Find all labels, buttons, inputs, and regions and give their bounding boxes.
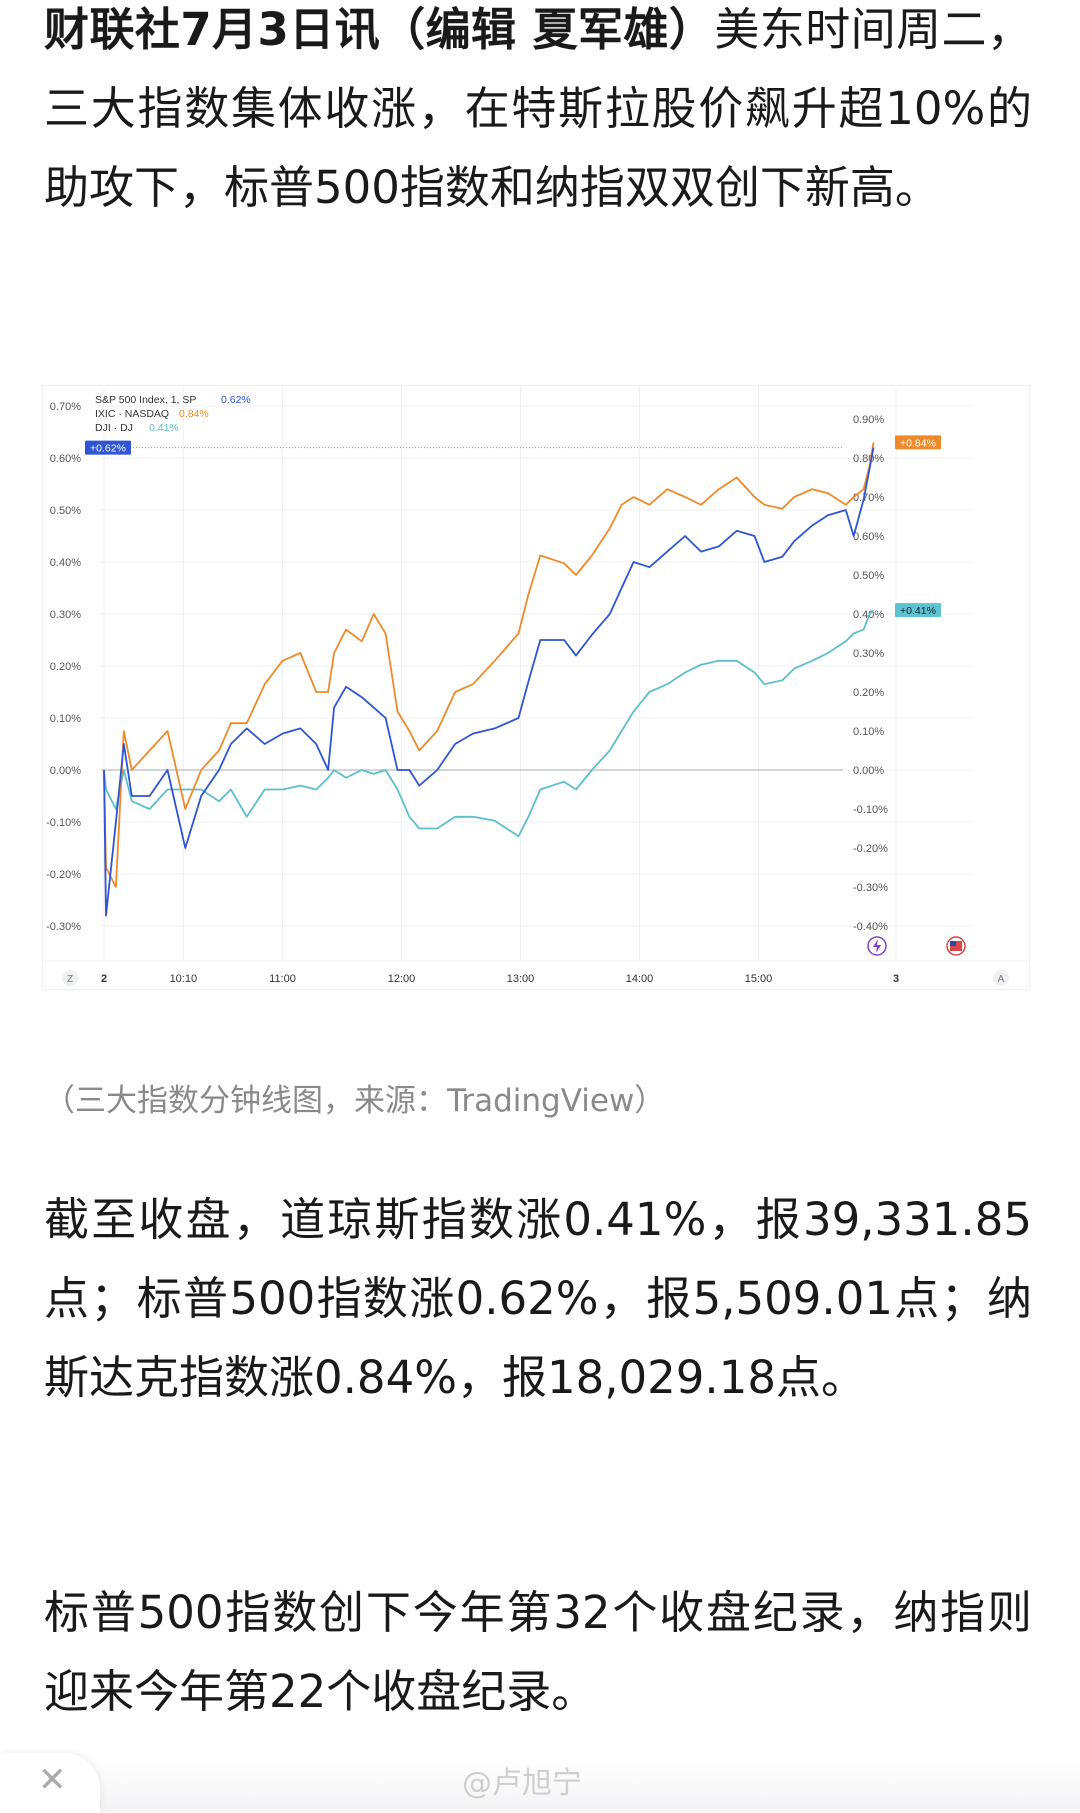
zoom-button-label: Z — [67, 974, 73, 985]
left-axis-tick: -0.10% — [46, 817, 81, 829]
legend-label: IXIC · NASDAQ — [95, 408, 169, 420]
left-axis-tick: 0.30% — [50, 609, 81, 621]
left-axis-tick: 0.20% — [50, 661, 81, 673]
x-axis-tick: 14:00 — [626, 973, 654, 985]
close-icon[interactable]: ✕ — [38, 1760, 67, 1800]
left-axis-tick: -0.20% — [46, 869, 81, 881]
watermark: @卢旭宁 — [462, 1766, 582, 1801]
left-axis-tick: 0.40% — [50, 557, 81, 569]
right-axis-tick: 0.50% — [853, 570, 884, 582]
x-axis-tick: 12:00 — [388, 973, 416, 985]
right-axis-tick: 0.60% — [853, 531, 884, 543]
left-axis-tick: -0.30% — [46, 921, 81, 933]
record-paragraph: 标普500指数创下今年第32个收盘纪录，纳指则迎来今年第22个收盘纪录。 — [44, 1586, 1032, 1718]
left-axis-tick: 0.10% — [50, 713, 81, 725]
legend-value: 0.84% — [179, 408, 209, 420]
index-chart: 0.70% 0.60% 0.50% 0.40% 0.30% 0.20% 0.10% 0.00%… — [42, 385, 1030, 990]
legend-label: DJI · DJ — [95, 422, 133, 434]
right-axis-tick: 0.00% — [853, 765, 884, 777]
auto-scale-button — [993, 970, 1009, 986]
price-tag-dji — [895, 603, 941, 618]
x-axis-tick: 3 — [893, 973, 899, 985]
right-axis-tick: -0.30% — [853, 882, 888, 894]
right-axis-tick: -0.20% — [853, 843, 888, 855]
chart-svg: 0.70% 0.60% 0.50% 0.40% 0.30% 0.20% 0.10% 0.00%… — [43, 386, 1029, 986]
left-axis-tick: 0.00% — [50, 765, 81, 777]
price-tag-nasdaq-label: +0.84% — [900, 437, 936, 449]
legend-label: S&P 500 Index, 1, SP — [95, 394, 196, 406]
chart-caption: （三大指数分钟线图，来源：TradingView） — [44, 1083, 666, 1119]
us-flag-canton — [950, 941, 956, 946]
right-axis-tick: 0.20% — [853, 687, 884, 699]
x-axis-tick: 13:00 — [507, 973, 535, 985]
price-tag-sp500 — [85, 440, 131, 455]
lead-source: 财联社7月3日讯（编辑 夏军雄） — [44, 3, 715, 56]
right-axis-tick: -0.10% — [853, 804, 888, 816]
auto-scale-button-label: A — [998, 974, 1005, 985]
series-line-0 — [103, 447, 875, 917]
series-line-1 — [103, 442, 875, 888]
right-axis-tick: 0.30% — [853, 648, 884, 660]
left-axis-tick: 0.70% — [50, 401, 81, 413]
lightning-icon-glyph — [873, 939, 881, 953]
x-axis-tick: 11:00 — [269, 973, 296, 985]
bottom-bar — [0, 1760, 1080, 1812]
price-tag-sp500-label: +0.62% — [90, 443, 126, 455]
right-axis-tick: 0.70% — [853, 492, 884, 504]
lead-text: 美东时间周二，三大指数集体收涨，在特斯拉股价飙升超10%的助攻下，标普500指数… — [44, 3, 1032, 214]
x-axis-tick: 10:10 — [170, 973, 198, 985]
zoom-button — [62, 970, 78, 986]
price-tag-dji-label: +0.41% — [900, 605, 936, 617]
left-axis-tick: 0.50% — [50, 505, 81, 517]
close-tab — [0, 1753, 100, 1813]
right-axis-tick: 0.80% — [853, 453, 884, 465]
series-line-2 — [103, 609, 875, 838]
lead-paragraph: 财联社7月3日讯（编辑 夏军雄）美东时间周二，三大指数集体收涨，在特斯拉股价飙升… — [44, 0, 1032, 227]
right-axis-tick: 0.10% — [853, 726, 884, 738]
legend-value: 0.62% — [221, 394, 251, 406]
right-axis-tick: 0.90% — [853, 414, 884, 426]
x-axis-tick: 2 — [101, 973, 107, 985]
price-tag-nasdaq — [895, 435, 941, 450]
legend-value: 0.41% — [149, 422, 179, 434]
left-axis-tick: 0.60% — [50, 453, 81, 465]
close-summary-paragraph: 截至收盘，道琼斯指数涨0.41%，报39,331.85点；标普500指数涨0.6… — [44, 1193, 1032, 1404]
right-axis-tick: -0.40% — [853, 921, 888, 933]
x-axis-tick: 15:00 — [745, 973, 773, 985]
